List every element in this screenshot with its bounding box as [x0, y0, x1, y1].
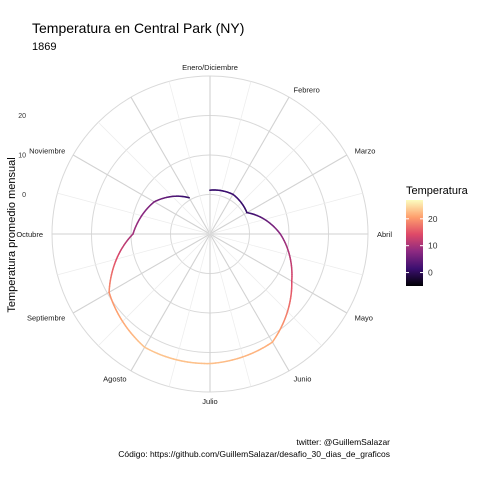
month-label: Mayo [355, 314, 373, 323]
month-label: Septiembre [27, 314, 65, 323]
month-label: Febrero [294, 85, 320, 94]
legend-colorbar [406, 200, 423, 286]
data-point [153, 201, 155, 203]
month-label: Julio [202, 397, 217, 406]
data-point [246, 212, 248, 214]
month-label: Junio [294, 375, 312, 384]
data-point [232, 194, 234, 196]
grid-spoke-minor [57, 193, 210, 234]
grid-spoke [210, 155, 347, 234]
data-point [209, 189, 211, 191]
grid-spoke-minor [98, 122, 210, 234]
caption-code: Código: https://github.com/GuillemSalaza… [118, 449, 390, 459]
data-point [108, 291, 110, 293]
grid-spoke [210, 234, 347, 313]
month-label: Octubre [16, 230, 43, 239]
chart-title: Temperatura en Central Park (NY) [32, 20, 244, 36]
data-point [291, 280, 293, 282]
grid-spoke-minor [210, 81, 251, 234]
month-label: Agosto [103, 375, 126, 384]
radial-tick-label: 0 [22, 192, 26, 199]
data-point [209, 363, 211, 365]
grid-spoke-minor [210, 193, 363, 234]
grid-spoke-minor [169, 81, 210, 234]
data-point [272, 341, 274, 343]
grid-spoke [131, 234, 210, 371]
grid-spoke-minor [210, 234, 363, 275]
data-point [132, 233, 134, 235]
month-label: Enero/Diciembre [182, 63, 238, 72]
legend: Temperatura 0 10 20 [406, 185, 469, 286]
legend-title: Temperatura [406, 185, 469, 197]
legend-tick-label: 10 [428, 241, 438, 251]
legend-tick-label: 20 [428, 214, 438, 224]
month-label: Noviembre [29, 147, 65, 156]
grid-spoke [73, 234, 210, 313]
data-point [144, 346, 146, 348]
caption-twitter: twitter: @GuillemSalazar [296, 437, 390, 447]
data-point [280, 233, 282, 235]
grid-spoke-minor [98, 234, 210, 346]
chart-subtitle: 1869 [32, 41, 56, 53]
grid-spoke [210, 234, 289, 371]
grid-spoke-minor [57, 234, 210, 275]
month-label: Marzo [355, 147, 376, 156]
radial-ticks: 0 10 20 [18, 113, 26, 199]
grid-spoke-minor [210, 122, 322, 234]
month-label: Abril [377, 230, 392, 239]
radial-tick-label: 10 [18, 153, 26, 160]
grid-spoke-minor [210, 234, 322, 346]
month-spokes [52, 76, 368, 392]
data-point [188, 197, 190, 199]
radial-tick-label: 20 [18, 113, 26, 120]
legend-tick-label: 0 [428, 268, 433, 278]
grid-spoke [73, 155, 210, 234]
